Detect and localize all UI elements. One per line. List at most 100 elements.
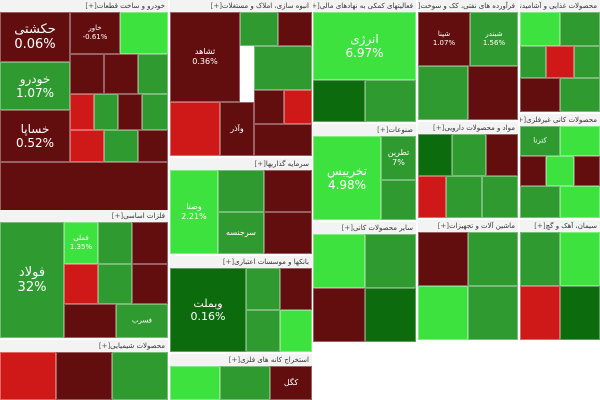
stock-tile-block[interactable] <box>70 94 94 130</box>
stock-tile-block[interactable] <box>0 162 168 212</box>
stock-tile-block[interactable] <box>520 156 546 186</box>
stock-tile-block[interactable] <box>418 286 468 340</box>
stock-tile-block[interactable] <box>418 232 468 286</box>
stock-tile-block[interactable] <box>264 170 312 212</box>
stock-tile-block[interactable] <box>264 212 312 254</box>
stock-tile-block[interactable] <box>520 78 560 112</box>
stock-tile-block[interactable] <box>560 232 600 286</box>
expand-toggle[interactable]: [+] <box>98 342 111 350</box>
stock-tile-block[interactable] <box>418 176 446 218</box>
stock-tile-block[interactable] <box>560 286 600 340</box>
sector-panel[interactable]: محصولات غذایی و آشامیدنی[+] <box>520 0 600 112</box>
stock-tile-block[interactable] <box>278 12 312 46</box>
stock-tile-block[interactable] <box>520 286 560 340</box>
stock-tile-block[interactable] <box>560 78 600 112</box>
stock-tile-block[interactable] <box>560 12 600 46</box>
stock-tile-block[interactable] <box>254 46 312 90</box>
stock-tile-block[interactable] <box>120 12 168 54</box>
sector-panel[interactable]: بانکها و موسسات اعتباری[+] وبملت 0.16% <box>170 256 312 352</box>
stock-tile[interactable]: انرژی 6.97% <box>313 12 416 80</box>
stock-tile-block[interactable] <box>574 156 600 186</box>
stock-tile-block[interactable] <box>132 222 168 264</box>
stock-tile-block[interactable] <box>118 94 142 130</box>
sector-panel[interactable]: صنوعات[+] تخریبس 4.98% تطرین 7% <box>313 124 416 220</box>
expand-toggle[interactable]: [+] <box>377 126 389 134</box>
sector-panel[interactable]: محصولات کانی غیرفلزی[+] کترنا <box>520 114 600 218</box>
sector-panel[interactable]: سیمان، آهک و گچ[+] <box>520 220 600 340</box>
stock-tile-block[interactable] <box>365 80 416 122</box>
stock-tile[interactable]: شبندر 1.56% <box>470 12 518 66</box>
stock-tile-block[interactable] <box>574 46 600 78</box>
stock-tile-block[interactable] <box>560 126 600 156</box>
stock-tile-block[interactable] <box>0 352 56 400</box>
stock-tile-block[interactable] <box>70 54 104 94</box>
sector-panel[interactable]: فلزات اساسی[+] فولاد 32% فملی 1.35% فسرب <box>0 210 168 338</box>
stock-tile-block[interactable] <box>220 366 270 400</box>
sector-panel[interactable]: خودرو و ساخت قطعات[+] حکشتی 0.06% خودرو 1.07… <box>0 0 168 212</box>
stock-tile-block[interactable] <box>365 234 416 288</box>
sector-panel[interactable]: محصولات شیمیایی[+] <box>0 340 168 400</box>
expand-toggle[interactable]: [+] <box>418 2 421 10</box>
stock-tile[interactable]: وآذر <box>220 102 254 156</box>
stock-tile-block[interactable] <box>104 54 138 94</box>
stock-tile-block[interactable] <box>254 124 312 156</box>
stock-tile-block[interactable] <box>142 94 168 130</box>
stock-tile[interactable]: فولاد 32% <box>0 222 64 338</box>
stock-tile[interactable]: کگل <box>270 366 312 400</box>
expand-toggle[interactable]: [+] <box>85 2 97 10</box>
stock-tile-block[interactable] <box>520 46 546 78</box>
stock-tile-block[interactable] <box>468 232 518 286</box>
stock-tile-block[interactable] <box>520 186 560 218</box>
stock-tile[interactable]: خودرو 1.07% <box>0 62 70 110</box>
stock-tile-block[interactable] <box>381 180 416 220</box>
stock-tile-block[interactable] <box>246 268 280 310</box>
stock-tile-block[interactable] <box>56 352 112 400</box>
sector-panel[interactable]: فعالیتهای کمکی به نهادهای مالی[+] انرژی6.… <box>313 0 416 122</box>
stock-tile-block[interactable] <box>313 234 365 288</box>
stock-tile-block[interactable] <box>170 102 220 156</box>
sector-panel[interactable]: ماشین آلات و تجهیزات[+] <box>418 220 518 340</box>
stock-tile-block[interactable] <box>284 90 312 124</box>
expand-toggle[interactable]: [+] <box>228 356 241 364</box>
sector-panel[interactable]: مواد و محصولات دارویی[+] <box>418 122 518 218</box>
stock-tile-block[interactable] <box>280 268 312 310</box>
stock-tile[interactable]: وبملت 0.16% <box>170 268 246 352</box>
expand-toggle[interactable]: [+] <box>222 258 235 266</box>
stock-tile-block[interactable] <box>520 12 560 46</box>
expand-toggle[interactable]: [+] <box>437 222 450 230</box>
sector-panel[interactable]: استخراج کانه های فلزی[+] کگل <box>170 354 312 400</box>
stock-tile[interactable]: ثشاهد 0.36% <box>170 12 240 102</box>
stock-tile-block[interactable] <box>560 186 600 218</box>
expand-toggle[interactable]: [+] <box>534 222 546 230</box>
stock-tile-block[interactable] <box>138 130 168 162</box>
stock-tile-block[interactable] <box>70 130 104 162</box>
stock-tile-block[interactable] <box>112 352 168 400</box>
stock-tile-block[interactable] <box>132 264 168 304</box>
stock-tile-block[interactable] <box>240 12 278 46</box>
stock-tile-block[interactable] <box>468 66 518 120</box>
stock-tile-block[interactable] <box>418 66 468 120</box>
stock-tile-block[interactable] <box>218 170 264 212</box>
sector-panel[interactable]: سایر محصولات کانی[+] <box>313 222 416 342</box>
stock-tile-block[interactable] <box>486 134 518 176</box>
stock-tile[interactable]: کترنا <box>520 126 560 156</box>
stock-tile-block[interactable] <box>98 222 132 264</box>
stock-tile-block[interactable] <box>104 130 138 162</box>
stock-tile[interactable]: سرجنسه <box>218 212 264 254</box>
expand-toggle[interactable]: [+] <box>520 116 527 124</box>
stock-tile-block[interactable] <box>98 264 132 304</box>
stock-tile-block[interactable] <box>313 288 365 342</box>
expand-toggle[interactable]: [+] <box>111 212 124 220</box>
sector-panel[interactable]: فرآورده های نفتی، کک و سوخت[+]شپنا1.07%ش… <box>418 0 518 120</box>
sector-panel[interactable]: انبوه سازی، املاک و مستغلات[+] ثشاهد 0.36%… <box>170 0 312 156</box>
stock-tile-block[interactable] <box>365 288 416 342</box>
expand-toggle[interactable]: [+] <box>254 160 266 168</box>
stock-tile-block[interactable] <box>546 156 574 186</box>
expand-toggle[interactable]: [+] <box>313 2 320 10</box>
expand-toggle[interactable]: [+] <box>341 224 353 232</box>
stock-tile[interactable]: فسرب <box>116 304 168 338</box>
stock-tile[interactable]: فملی 1.35% <box>64 222 98 264</box>
stock-tile-block[interactable] <box>546 46 574 78</box>
stock-tile-block[interactable] <box>468 286 518 340</box>
stock-tile-block[interactable] <box>313 80 365 122</box>
